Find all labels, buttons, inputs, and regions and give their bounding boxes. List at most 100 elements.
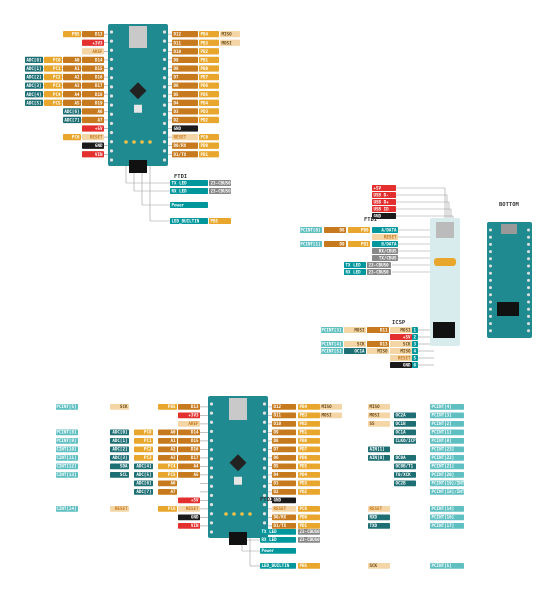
full-right-2-5-label: PCINT[2] — [432, 421, 452, 426]
top-left-8-2-box — [44, 99, 62, 106]
top-left-4-1-box — [63, 65, 81, 72]
board-top-pin-left — [109, 158, 114, 162]
board-full-pin-left — [209, 475, 214, 479]
board-top-pin-left — [109, 66, 114, 71]
top-left-6-2-box — [44, 82, 62, 89]
full-right-14-1-box — [298, 523, 320, 529]
full-right-4-1-label: PB0 — [300, 438, 308, 443]
top-left-3-0-box — [82, 56, 104, 64]
top-left-11-0-label: +5V — [95, 126, 103, 131]
full-led-3-3-box — [430, 563, 464, 569]
board-full-pin-left — [209, 493, 214, 498]
ftdi-pin-3-label: USB ID — [374, 206, 390, 211]
board-full-status-led — [232, 512, 236, 516]
mid-row-0-0-box — [372, 227, 398, 233]
full-left-3-4-box — [178, 429, 200, 436]
full-right-10-5-box — [430, 489, 464, 495]
board-full-pin-left — [209, 512, 214, 516]
board-bottom-pin-right — [527, 235, 530, 239]
icsp-row-2-2-label: SCK — [357, 341, 365, 346]
top-right-4-1-box — [199, 65, 219, 72]
board-top-usb-connector — [129, 26, 147, 48]
mid-row-2-2-box — [324, 241, 346, 247]
top-left-9-1-box — [63, 108, 81, 115]
board-bottom-pin-right — [527, 293, 530, 297]
icsp-row-0-1-label: D11 — [380, 327, 388, 332]
full-right-6-0-label: D6 — [274, 455, 280, 460]
full-right-12-1-label: PC6 — [300, 506, 308, 511]
board-bottom-pin-left — [489, 322, 492, 326]
full-right-2-4-label: OC1B — [396, 421, 407, 426]
full-right-14-1-label: PD1 — [300, 523, 308, 528]
icsp-row-0-2-box — [344, 327, 366, 333]
pin-labels: D13 PB5 +3V3 AREF D14 A0 PC0 ADC[0] D15 A1 PC1 ADC[… — [25, 31, 472, 569]
full-right-4-0-box — [272, 438, 296, 444]
board-bottom-pin-left — [489, 242, 492, 246]
full-left-4-3-label: A1 — [170, 438, 176, 443]
top-left-4-2-label: PC1 — [53, 66, 61, 71]
full-left-8-4-label: A5 — [193, 472, 199, 477]
board-full-pin-right — [262, 521, 267, 525]
full-left-5-3-label: A2 — [170, 447, 176, 452]
top-left-0-0-box — [82, 31, 104, 38]
full-left-4-0-label: PCINT[9] — [56, 438, 76, 443]
top-left-2-0-label: AREF — [92, 49, 103, 54]
mid-row-3-0-box — [372, 248, 398, 254]
board-full-reset-button — [234, 476, 242, 485]
full-right-4-4-label: CLKO/ICP1 — [396, 438, 419, 443]
full-left-13-4-box — [178, 514, 200, 521]
top-left-3-1-box — [63, 56, 81, 64]
board-full-pin-right — [262, 402, 267, 406]
full-left-6-4-label: D17 — [191, 455, 199, 460]
top-left-6-3-box — [25, 82, 43, 89]
top-right-13-0-label: D0/RX — [174, 143, 187, 148]
full-right-3-5-box — [430, 429, 464, 436]
full-left-12-1-box — [110, 506, 129, 512]
icsp-num-2-box — [412, 341, 418, 347]
top-left-7-1-box — [63, 91, 81, 98]
top-right-12-1-label: PC6 — [201, 135, 209, 140]
board-top-pin-left — [109, 103, 114, 107]
top-right-5-1-label: PD7 — [201, 75, 209, 80]
board-top-pin-right — [162, 130, 167, 135]
top-left-2-0-box — [82, 48, 104, 55]
board-top-pin-right — [162, 94, 167, 98]
ftdi-pin-4-label: GND — [374, 213, 382, 218]
top-led-2-0-label: Power — [172, 202, 185, 207]
board-middle — [430, 218, 460, 346]
icsp-row-4-0-box — [390, 355, 412, 361]
top-led-3-0-label: LED_BUILTIN — [172, 218, 200, 223]
top-led-3-1-label: PB5 — [211, 218, 219, 223]
full-left-5-1-box — [110, 446, 129, 453]
full-right-13-0-label: D0/RX — [274, 515, 287, 520]
board-top-pin-left — [109, 57, 114, 62]
board-full-pin-left — [209, 411, 214, 415]
top-right-14-1-label: PD1 — [201, 152, 209, 157]
full-left-7-3-box — [158, 463, 177, 470]
full-right-2-4-box — [394, 421, 416, 427]
top-led-0-0-label: TX LED — [172, 180, 188, 185]
top-right-7-1-label: PD5 — [201, 92, 209, 97]
top-right-2-0-label: D10 — [174, 49, 182, 54]
full-right-5-3-label: AIN[1] — [370, 447, 385, 452]
top-led-0-0-box — [170, 180, 208, 186]
mid-row-2-0-label: B/DATA — [381, 241, 397, 246]
full-right-8-0-label: D4 — [274, 472, 280, 477]
board-top-pin-left — [109, 94, 114, 98]
top-left-4-3-box — [25, 65, 43, 72]
board-full-pin-left — [209, 502, 214, 507]
ftdi-title-full: FTDI — [260, 497, 273, 503]
board-top-pin-right — [162, 76, 167, 80]
top-left-12-0-box — [82, 133, 104, 141]
top-right-4-0-box — [172, 65, 198, 72]
top-right-4-0-label: D8 — [174, 66, 180, 71]
full-left-5-3-box — [158, 446, 177, 453]
full-right-6-1-label: PD6 — [300, 455, 308, 460]
top-right-6-1-label: PD6 — [201, 83, 209, 88]
top-right-2-1-label: PB2 — [201, 49, 209, 54]
full-left-3-4-label: D14 — [191, 430, 199, 435]
board-top-pin-left — [109, 39, 114, 43]
full-left-12-3-box — [158, 506, 177, 512]
board-bottom-pin-left — [489, 257, 492, 261]
full-right-3-1-label: PB1 — [300, 430, 308, 435]
